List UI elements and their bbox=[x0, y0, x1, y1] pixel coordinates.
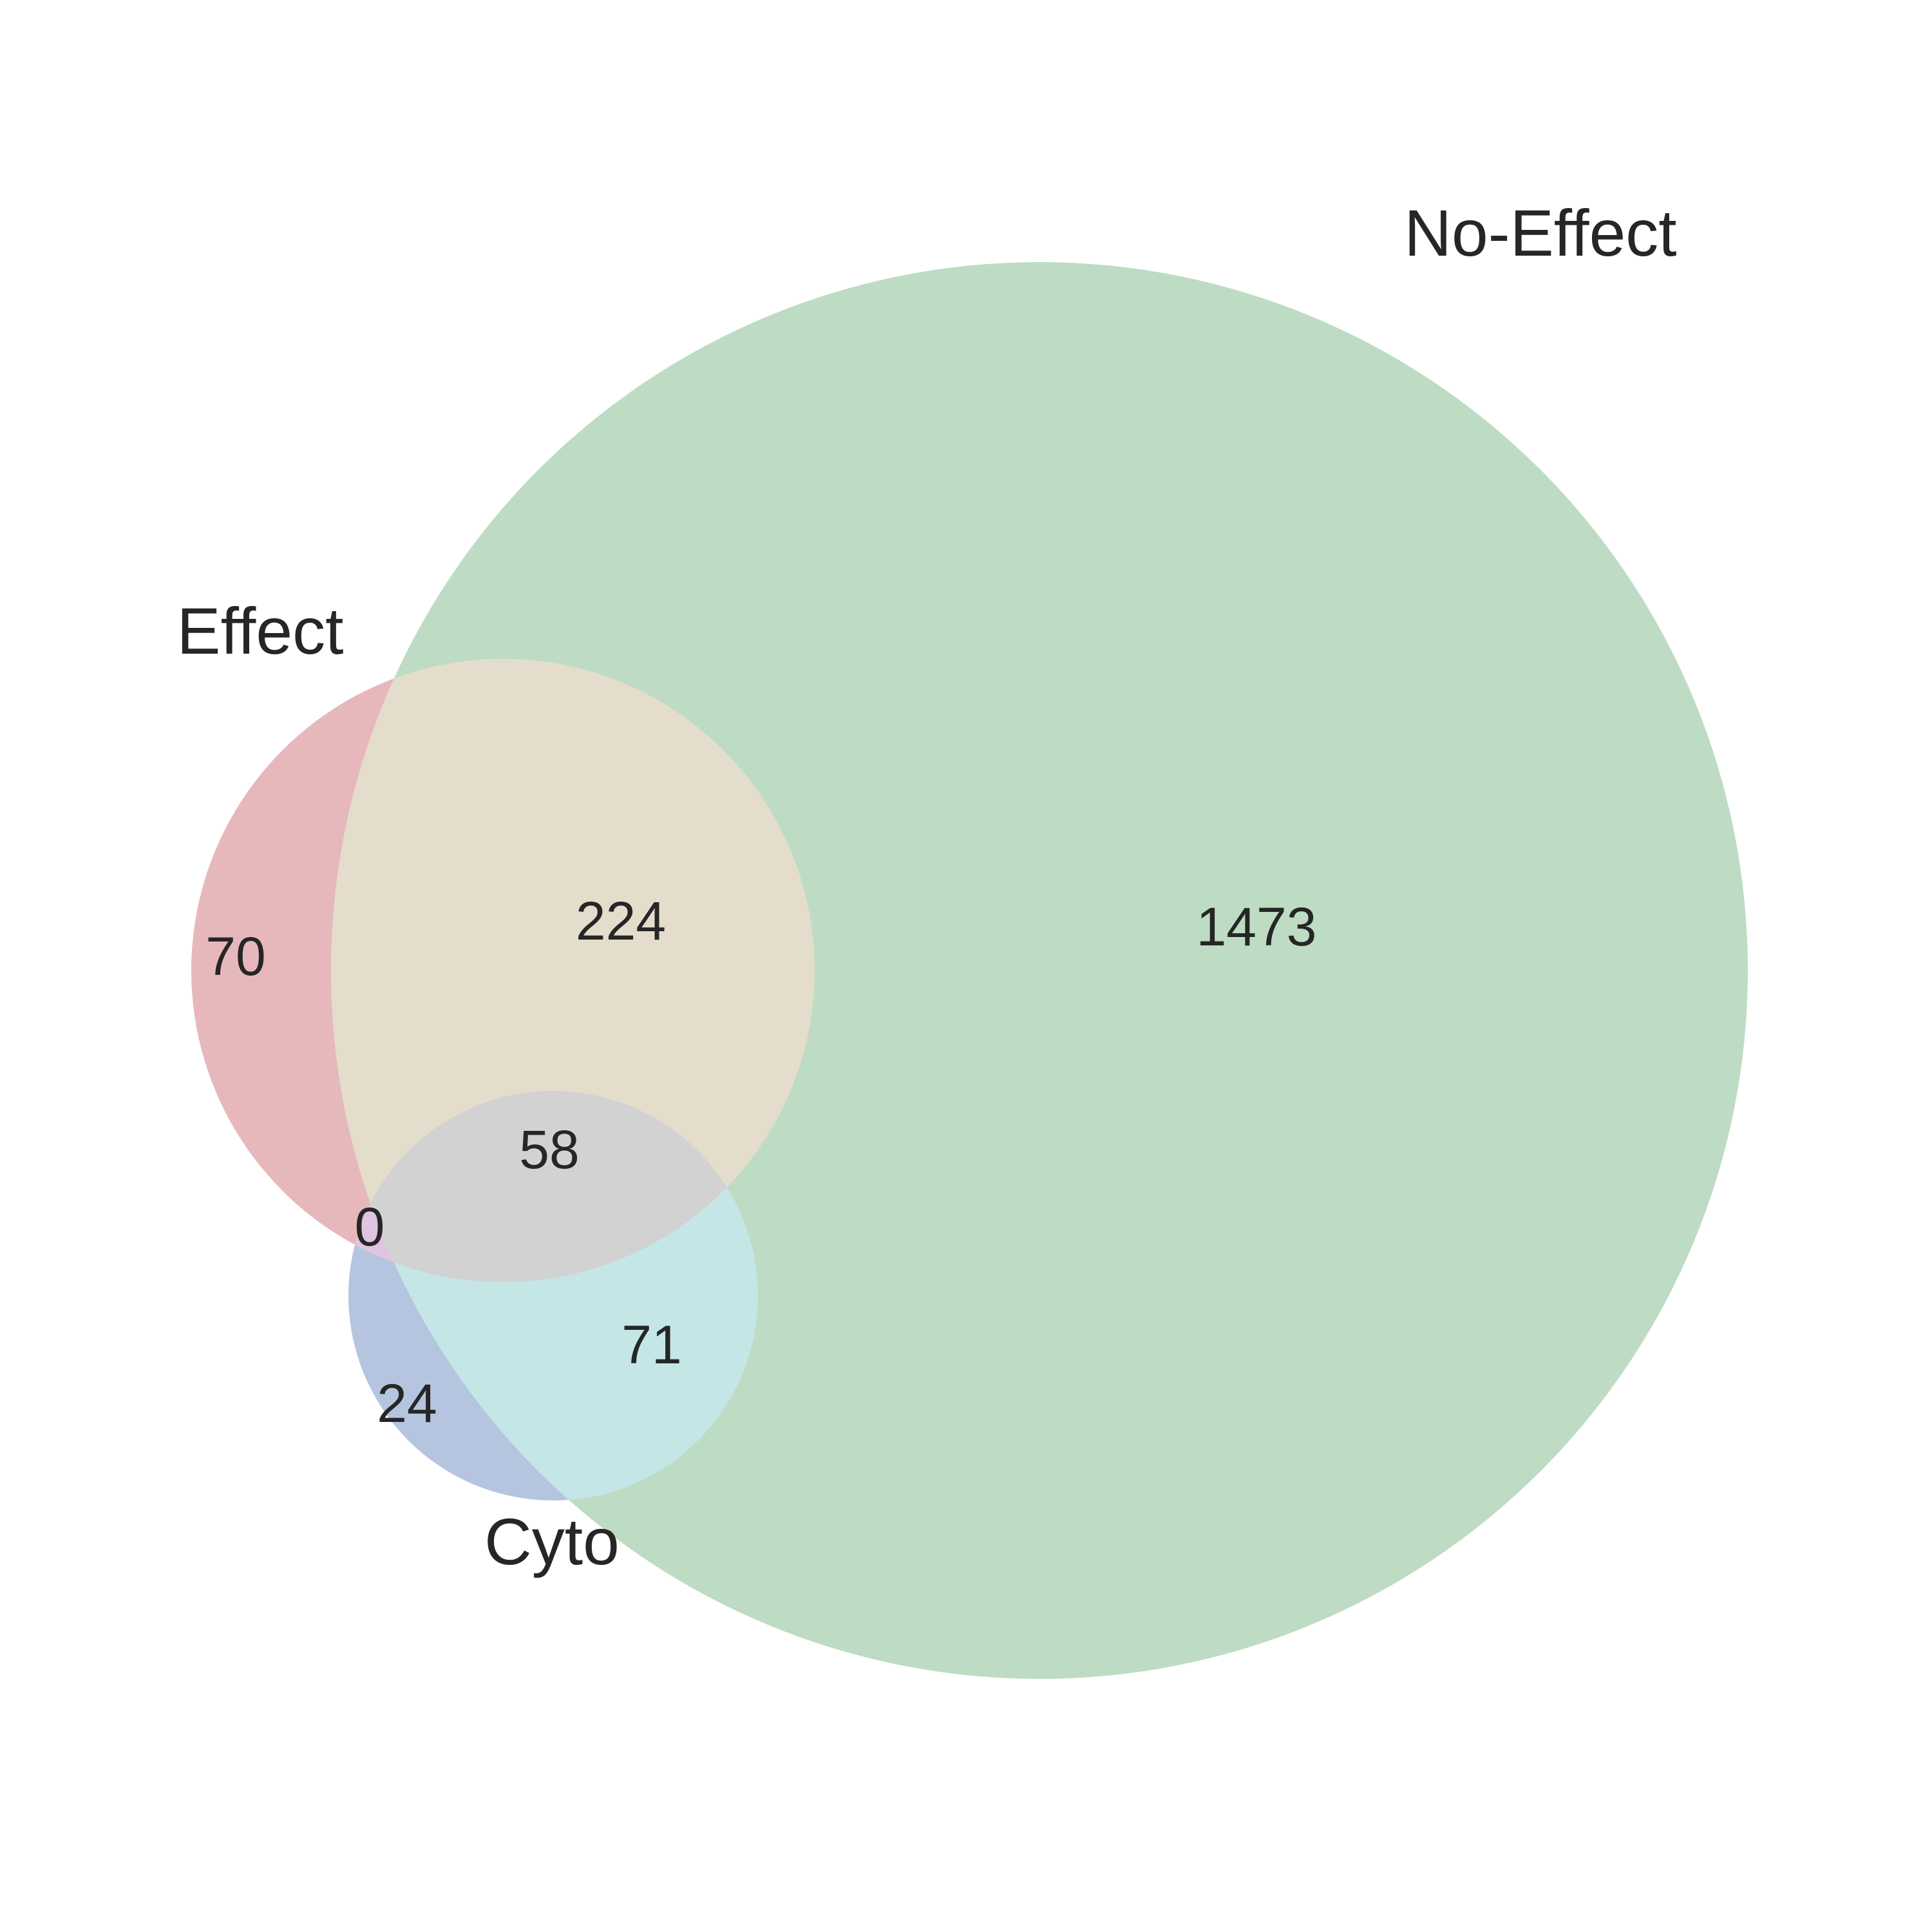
count-triple: 58 bbox=[519, 1119, 579, 1180]
count-no-effect-cyto: 71 bbox=[621, 1314, 681, 1375]
count-no-effect-only: 1473 bbox=[1197, 896, 1317, 957]
count-effect-only: 70 bbox=[205, 926, 265, 987]
count-effect-no-effect: 224 bbox=[576, 891, 666, 951]
count-effect-cyto: 0 bbox=[355, 1197, 385, 1257]
set-label-cyto: Cyto bbox=[484, 1505, 620, 1578]
set-label-no-effect: No-Effect bbox=[1404, 196, 1676, 270]
triple-overlap bbox=[348, 1091, 758, 1282]
count-cyto-only: 24 bbox=[377, 1373, 437, 1434]
set-label-effect: Effect bbox=[177, 594, 344, 668]
